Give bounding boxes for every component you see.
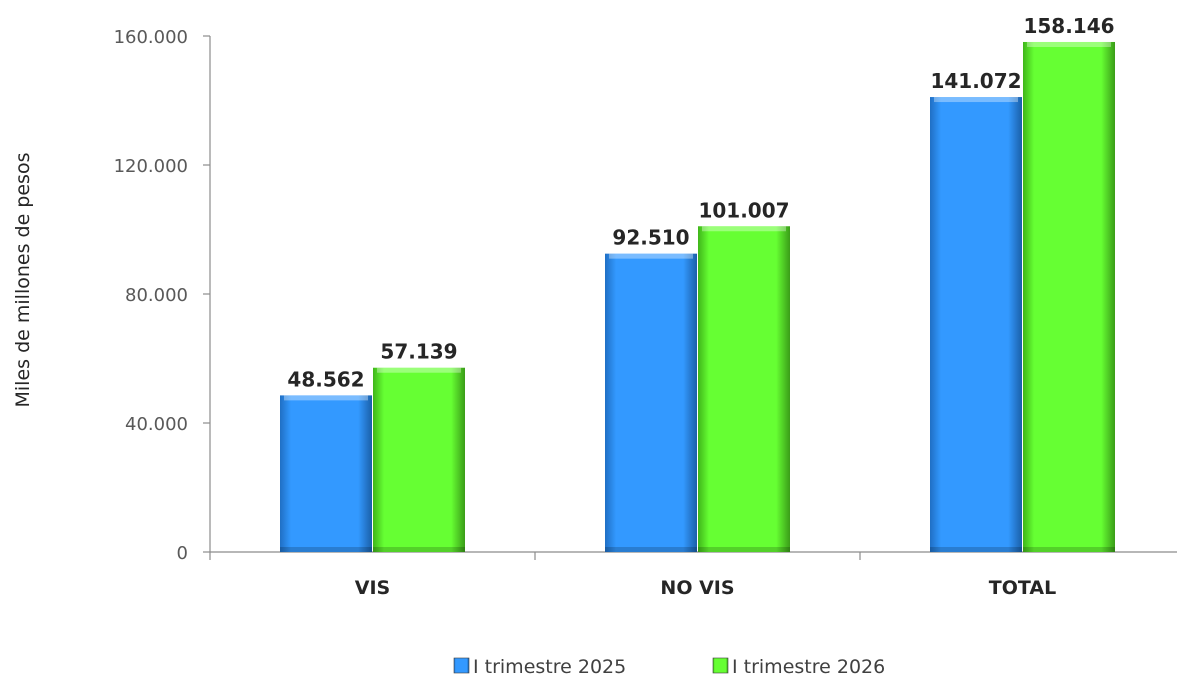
bar xyxy=(930,97,1022,553)
bar-bevel xyxy=(377,367,461,373)
data-label: 101.007 xyxy=(698,198,789,222)
x-category-label: VIS xyxy=(355,577,390,599)
bar-bevel xyxy=(702,226,786,232)
y-tick-label: 40.000 xyxy=(125,414,188,435)
bar xyxy=(373,367,465,552)
bar-shade xyxy=(605,547,697,552)
bars xyxy=(280,41,1115,553)
x-category-label: NO VIS xyxy=(660,577,734,599)
y-tick-label: 0 xyxy=(177,543,188,564)
x-ticks: VIS NO VIS TOTAL xyxy=(209,552,1056,599)
legend-label: I trimestre 2025 xyxy=(473,656,626,677)
bar-shade xyxy=(1023,547,1115,552)
bar-bevel xyxy=(934,97,1018,103)
y-axis-title: Miles de millones de pesos xyxy=(12,153,34,408)
y-axis: 0 40.000 80.000 120.000 160.000 xyxy=(114,27,211,564)
bar-shade xyxy=(373,547,465,552)
x-axis: VIS NO VIS TOTAL xyxy=(209,551,1177,599)
x-category-label: TOTAL xyxy=(989,577,1056,599)
data-label: 92.510 xyxy=(612,226,689,250)
bar-shade xyxy=(930,547,1022,552)
data-labels: 48.562 57.139 92.510 101.007 141.072 158.146 xyxy=(287,14,1114,391)
y-tick-label: 120.000 xyxy=(114,156,188,177)
y-tick-label: 80.000 xyxy=(125,285,188,306)
legend-label: I trimestre 2026 xyxy=(732,656,885,677)
bar-shade xyxy=(280,547,372,552)
y-tick-label: 160.000 xyxy=(114,27,188,48)
bar-bevel xyxy=(1027,41,1111,47)
bar xyxy=(280,395,372,552)
bar-bevel xyxy=(284,395,368,401)
bar-shade xyxy=(698,547,790,552)
legend-swatch xyxy=(712,657,729,674)
legend: I trimestre 2025 I trimestre 2026 xyxy=(453,656,885,677)
bar xyxy=(605,253,697,552)
bar xyxy=(698,226,790,552)
data-label: 158.146 xyxy=(1023,14,1114,38)
y-ticks: 0 40.000 80.000 120.000 160.000 xyxy=(114,27,210,564)
data-label: 48.562 xyxy=(287,367,364,391)
data-label: 141.072 xyxy=(930,69,1021,93)
data-label: 57.139 xyxy=(380,340,457,364)
bar-bevel xyxy=(609,253,693,259)
bar xyxy=(1023,41,1115,552)
legend-swatch xyxy=(453,657,470,674)
